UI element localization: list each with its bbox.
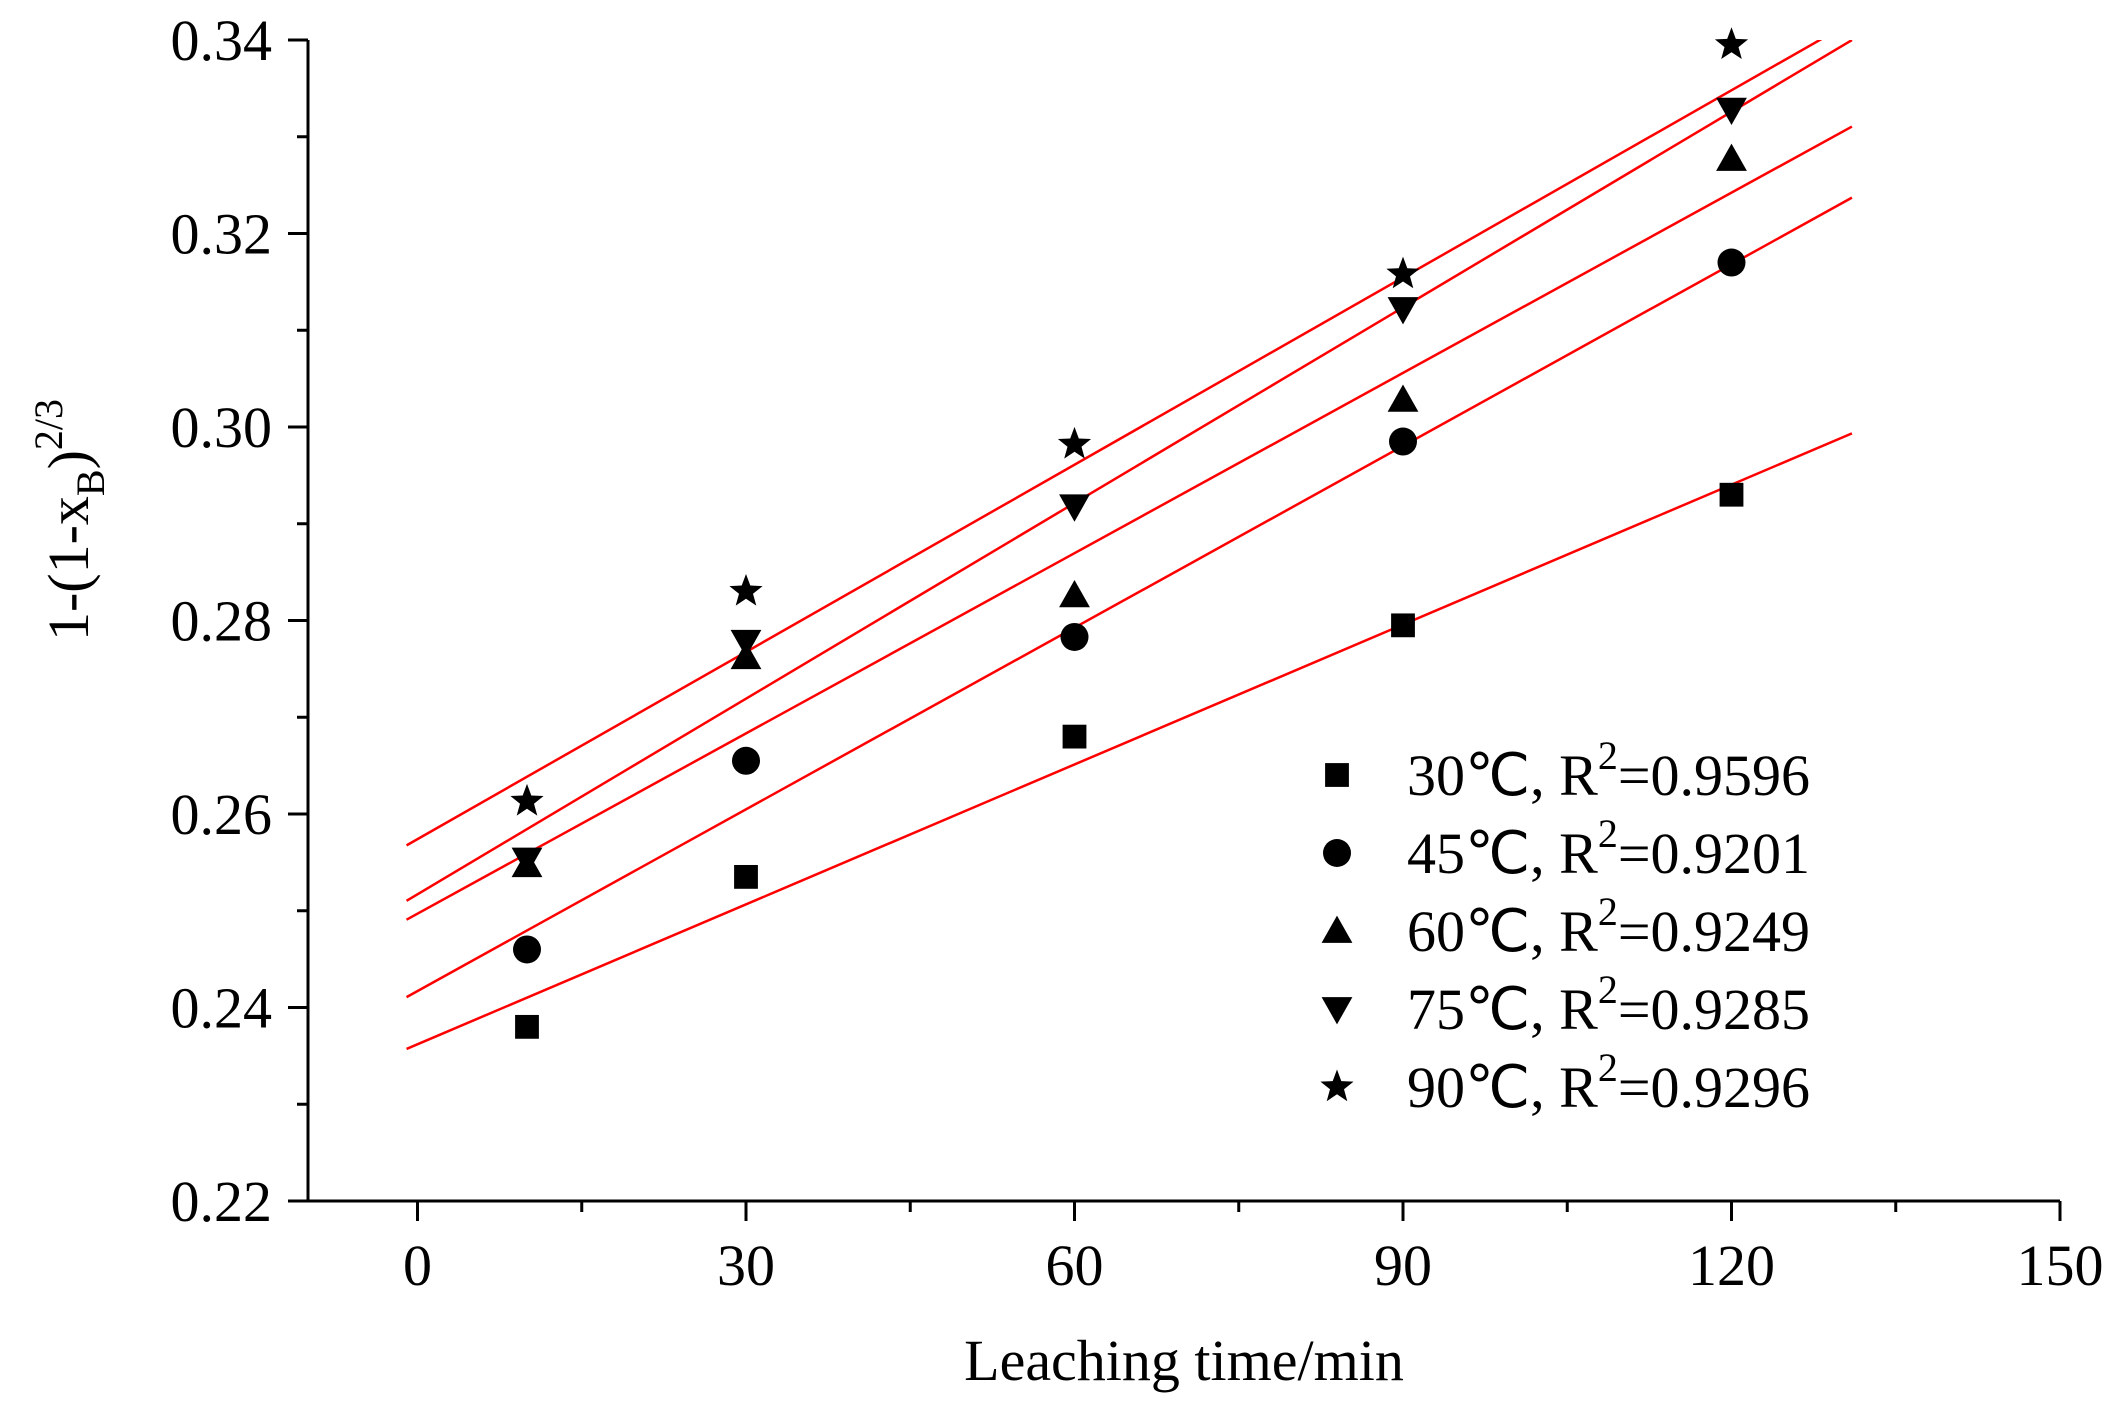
data-point [1057, 426, 1092, 459]
y-tick-label: 0.28 [171, 589, 273, 654]
x-ticks: 0 30 60 90 120 150 [403, 1201, 2104, 1298]
legend-label-sup: 2 [1598, 967, 1618, 1012]
legend-label: 90℃, R2=0.9296 [1407, 1045, 1810, 1120]
legend-marker [1321, 915, 1353, 943]
legend-label-sup: 2 [1598, 1045, 1618, 1090]
legend-label-value: =0.9296 [1618, 1055, 1810, 1120]
fit-line [405, 125, 1853, 921]
y-tick-label: 0.32 [171, 202, 273, 267]
x-axis-title: Leaching time/min [964, 1328, 1404, 1393]
legend-item: 30℃, R2=0.9596 [1325, 733, 1810, 808]
legend-label: 75℃, R2=0.9285 [1407, 967, 1810, 1042]
legend-label-temp: 90℃, R [1407, 1055, 1598, 1120]
x-tick-label: 150 [2017, 1233, 2104, 1298]
legend-label-value: =0.9285 [1618, 977, 1810, 1042]
legend-label: 60℃, R2=0.9249 [1407, 889, 1810, 964]
data-point [1719, 482, 1744, 507]
legend-label-sup: 2 [1598, 811, 1618, 856]
legend-label: 30℃, R2=0.9596 [1407, 733, 1810, 808]
data-point [510, 783, 544, 816]
data-point [1059, 494, 1090, 522]
y-tick-label: 0.22 [171, 1169, 273, 1234]
fit-line [405, 196, 1853, 999]
data-point [1387, 297, 1419, 325]
x-tick-label: 120 [1688, 1233, 1775, 1298]
data-point [515, 1014, 539, 1039]
y-tick-label: 0.26 [171, 782, 273, 847]
data-point [1060, 622, 1089, 651]
y-tick-label: 0.24 [171, 976, 273, 1041]
x-tick-label: 30 [717, 1233, 775, 1298]
data-markers [510, 27, 1749, 1039]
y-axis-title: 1-(1-xB)2/3 [26, 399, 113, 641]
legend-marker [1320, 1069, 1354, 1102]
data-point [1062, 724, 1087, 749]
legend-label-temp: 60℃, R [1407, 899, 1598, 964]
data-point [732, 746, 760, 775]
y-axis-title-suffix: ) [36, 450, 101, 469]
data-point [1059, 579, 1090, 608]
x-tick-label: 90 [1374, 1233, 1432, 1298]
y-ticks: 0.22 0.24 0.26 0.28 0.30 0.32 0.34 [171, 8, 308, 1234]
data-point [729, 574, 763, 606]
legend-item: 90℃, R2=0.9296 [1320, 1045, 1810, 1120]
legend-label-value: =0.9249 [1618, 899, 1810, 964]
data-point [1387, 384, 1419, 412]
data-point [1386, 256, 1420, 289]
x-tick-label: 0 [403, 1233, 432, 1298]
x-tick-label: 60 [1046, 1233, 1104, 1298]
legend-item: 75℃, R2=0.9285 [1321, 967, 1810, 1042]
data-point [513, 935, 541, 964]
y-tick-label: 0.30 [171, 395, 273, 460]
legend-label: 45℃, R2=0.9201 [1407, 811, 1810, 886]
data-point [734, 864, 758, 889]
data-point [730, 629, 762, 658]
legend-label-temp: 45℃, R [1407, 821, 1598, 886]
legend-label-temp: 75℃, R [1407, 977, 1598, 1042]
legend-item: 60℃, R2=0.9249 [1321, 889, 1810, 964]
data-point [1391, 613, 1415, 638]
legend-label-sup: 2 [1598, 889, 1618, 934]
y-tick-label: 0.34 [171, 8, 273, 73]
y-axis-title-superscript: 2/3 [26, 399, 71, 450]
y-axis-title-subscript: B [68, 469, 113, 496]
legend-marker [1323, 839, 1351, 867]
fit-line [405, 40, 1823, 847]
y-axis-title-prefix: 1-(1-x [36, 496, 101, 641]
fit-lines [405, 40, 1853, 1051]
fit-line [405, 40, 1853, 902]
data-point [1716, 97, 1747, 126]
legend-label-value: =0.9201 [1618, 821, 1810, 886]
data-point [511, 847, 543, 875]
legend-label-temp: 30℃, R [1407, 743, 1598, 808]
legend-label-sup: 2 [1598, 733, 1618, 778]
legend-item: 45℃, R2=0.9201 [1323, 811, 1810, 886]
data-point [1714, 27, 1749, 59]
legend-marker [1325, 763, 1349, 787]
legend-marker [1321, 997, 1353, 1025]
data-point [1717, 248, 1746, 277]
data-point [1716, 143, 1747, 171]
fit-line [406, 432, 1853, 1051]
legend-label-value: =0.9596 [1618, 743, 1810, 808]
data-point [1389, 427, 1417, 456]
